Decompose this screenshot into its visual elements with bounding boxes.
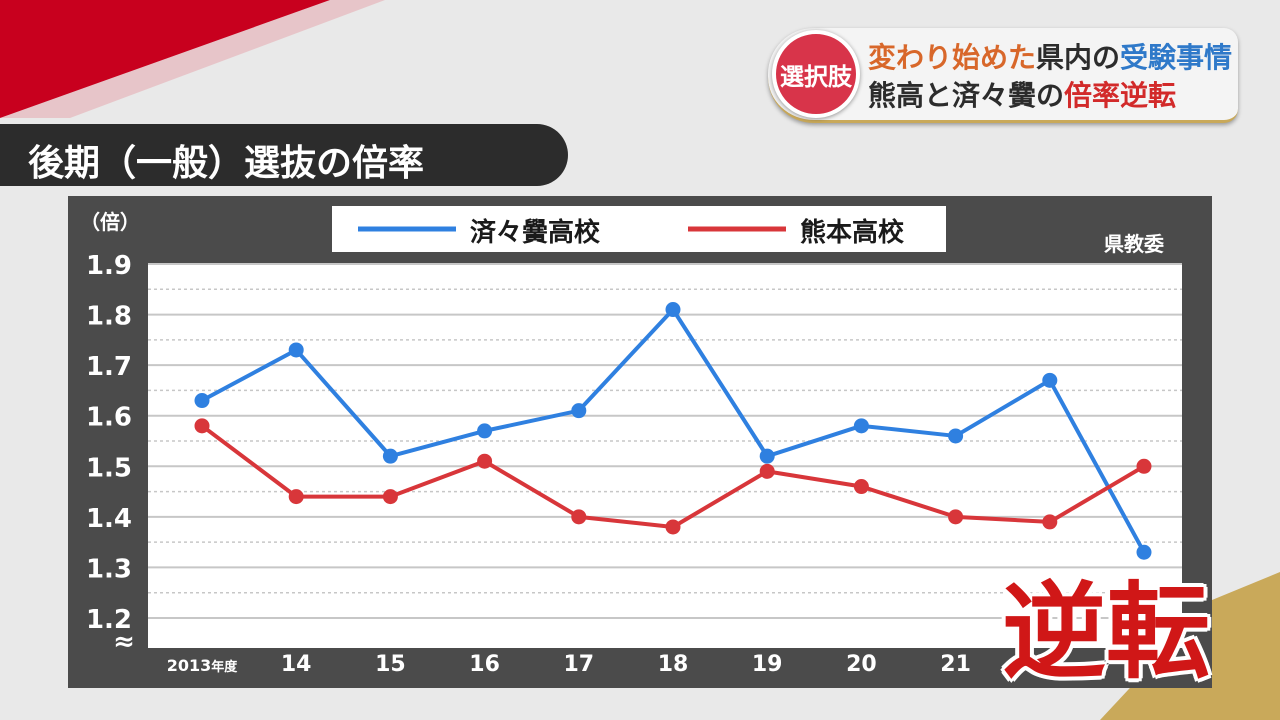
caption-line-2-segment-0: 熊高と済々黌の: [868, 79, 1065, 112]
caption-line-2-segment-1: 倍率逆転: [1064, 79, 1177, 112]
x-tick-label: 15: [375, 652, 406, 677]
series-0-point-0: [194, 393, 210, 409]
x-tick-label: 17: [563, 652, 594, 677]
series-0-point-9: [1042, 372, 1058, 388]
caption-line-1-segment-0: 変わり始めた: [868, 41, 1037, 74]
y-tick-label: 1.8: [86, 302, 132, 332]
y-tick-label: 1.6: [86, 403, 132, 433]
x-tick-label: 19: [752, 652, 783, 677]
x-tick-label: 18: [658, 652, 689, 677]
series-1-point-8: [948, 509, 964, 525]
series-1-point-0: [194, 418, 210, 434]
x-tick-label: 20: [846, 652, 877, 677]
y-tick-label: 1.4: [86, 504, 132, 534]
series-1-point-7: [853, 479, 869, 495]
series-line-0: [201, 307, 1146, 554]
y-tick-label: 1.5: [86, 453, 132, 483]
series-0-point-3: [477, 423, 493, 439]
series-0-point-10: [1136, 544, 1152, 560]
y-tick-label: 1.2: [86, 605, 132, 635]
series-1-point-6: [759, 463, 775, 479]
chart-legend: 済々黌高校 熊本高校: [332, 206, 946, 252]
legend-label-saiseikou: 済々黌高校: [470, 218, 601, 248]
series-0-point-1: [288, 342, 304, 358]
axis-break-icon: ≈: [113, 627, 135, 657]
series-0-point-6: [759, 448, 775, 464]
x-tick-label: 21: [940, 652, 971, 677]
y-tick-label: 1.7: [86, 352, 132, 382]
series-1-point-2: [382, 489, 398, 505]
overlay-reversal-text: 逆転: [1002, 571, 1211, 693]
caption-badge: 選択肢: [772, 30, 860, 118]
series-1-point-5: [665, 519, 681, 535]
caption-line-1-segment-1: 県内の: [1036, 41, 1121, 74]
series-1-point-1: [288, 489, 304, 505]
series-0-point-7: [853, 418, 869, 434]
top-left-red-stripe: [0, 0, 330, 118]
series-1-point-9: [1042, 514, 1058, 530]
y-axis-unit-label: （倍）: [80, 210, 140, 234]
legend-label-kumamoto: 熊本高校: [800, 218, 905, 248]
plot-area: [148, 264, 1182, 648]
series-0-point-5: [665, 302, 681, 318]
y-tick-label: 1.9: [86, 251, 132, 281]
series-0-point-4: [571, 403, 587, 419]
y-tick-label: 1.3: [86, 554, 132, 584]
series-1-point-10: [1136, 458, 1152, 474]
x-tick-label: 16: [469, 652, 500, 677]
title-bar: [0, 124, 568, 186]
series-1-point-3: [477, 453, 493, 469]
x-tick-label: 2013年度: [167, 656, 239, 675]
top-left-stripe-shadow: [0, 0, 385, 118]
series-1-point-4: [571, 509, 587, 525]
caption-line-1-segment-2: 受験事情: [1120, 41, 1233, 74]
series-0-point-8: [948, 428, 964, 444]
caption-line-2: 熊高と済々黌の倍率逆転: [868, 74, 1176, 114]
caption-line-1: 変わり始めた県内の受験事情: [868, 36, 1232, 76]
source-label: 県教委: [1104, 232, 1164, 256]
x-tick-label: 14: [281, 652, 312, 677]
chart-title: 後期（一般）選抜の倍率: [28, 143, 425, 184]
series-0-point-2: [382, 448, 398, 464]
